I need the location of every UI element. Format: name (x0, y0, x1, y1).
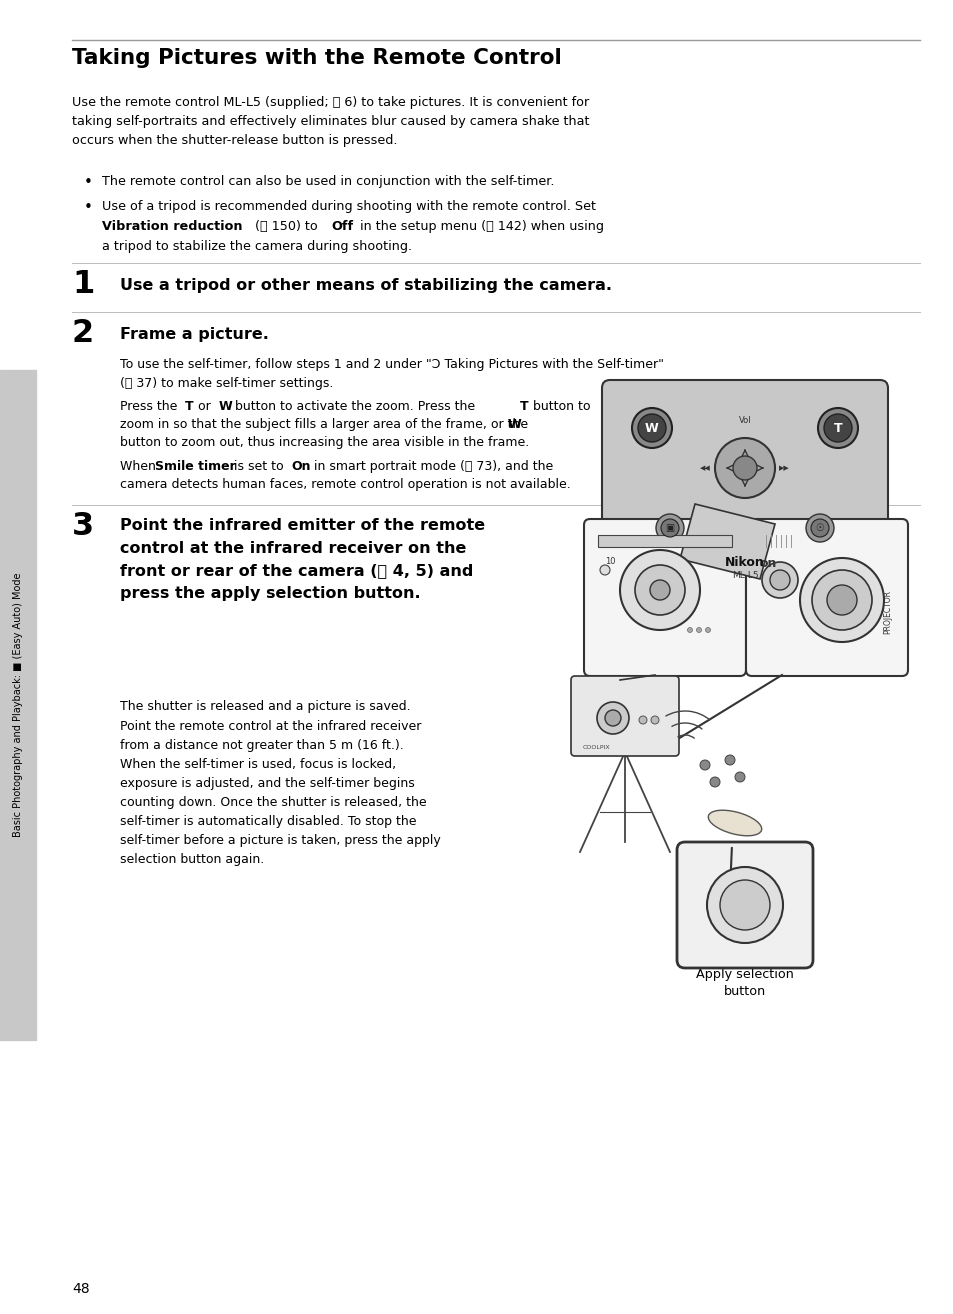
Text: Point the infrared emitter of the remote
control at the infrared receiver on the: Point the infrared emitter of the remote… (120, 518, 485, 602)
Text: ◀◀: ◀◀ (700, 465, 710, 470)
Text: W: W (644, 422, 659, 435)
Circle shape (639, 716, 646, 724)
Text: 1: 1 (71, 269, 94, 300)
Bar (598, 535, 731, 547)
Circle shape (638, 414, 665, 442)
Text: ☉: ☉ (815, 523, 823, 533)
Text: T: T (833, 422, 841, 435)
Text: or: or (193, 399, 214, 413)
Circle shape (597, 702, 628, 735)
Text: Vibration reduction: Vibration reduction (102, 219, 242, 233)
Text: camera detects human faces, remote control operation is not available.: camera detects human faces, remote contr… (120, 478, 570, 491)
FancyBboxPatch shape (745, 519, 907, 675)
FancyBboxPatch shape (601, 380, 887, 597)
Text: Point the remote control at the infrared receiver
from a distance not greater th: Point the remote control at the infrared… (120, 720, 421, 752)
Text: On: On (291, 460, 310, 473)
Circle shape (599, 565, 609, 576)
Text: Basic Photography and Playback: ■ (Easy Auto) Mode: Basic Photography and Playback: ■ (Easy … (13, 573, 23, 837)
Circle shape (656, 514, 683, 541)
Polygon shape (679, 505, 774, 579)
Circle shape (805, 514, 833, 541)
Text: in the setup menu (⧉ 142) when using: in the setup menu (⧉ 142) when using (355, 219, 603, 233)
Circle shape (761, 562, 797, 598)
FancyBboxPatch shape (583, 519, 745, 675)
Text: button to activate the zoom. Press the: button to activate the zoom. Press the (231, 399, 478, 413)
Text: Frame a picture.: Frame a picture. (120, 327, 269, 342)
Text: ML-L5: ML-L5 (731, 572, 758, 579)
FancyBboxPatch shape (677, 842, 812, 968)
Text: Press the: Press the (120, 399, 181, 413)
Circle shape (706, 867, 782, 943)
Text: 10: 10 (604, 557, 615, 566)
Text: T: T (519, 399, 528, 413)
Text: To use the self-timer, follow steps 1 and 2 under "Ɔ Taking Pictures with the Se: To use the self-timer, follow steps 1 an… (120, 357, 663, 390)
Circle shape (714, 438, 774, 498)
Circle shape (823, 414, 851, 442)
Text: Use of a tripod is recommended during shooting with the remote control. Set: Use of a tripod is recommended during sh… (102, 200, 596, 213)
Text: ▣: ▣ (664, 523, 674, 533)
Circle shape (619, 551, 700, 629)
FancyBboxPatch shape (571, 675, 679, 756)
Text: Front: Front (822, 511, 856, 524)
Circle shape (700, 759, 709, 770)
Text: Taking Pictures with the Remote Control: Taking Pictures with the Remote Control (71, 49, 561, 68)
Text: (⧉ 150) to: (⧉ 150) to (251, 219, 321, 233)
Text: on: on (760, 557, 777, 570)
Text: button to: button to (529, 399, 590, 413)
Bar (0, 371, 36, 1039)
Text: 3: 3 (71, 511, 94, 541)
Circle shape (826, 585, 856, 615)
Circle shape (631, 409, 671, 448)
Circle shape (734, 773, 744, 782)
Text: The remote control can also be used in conjunction with the self-timer.: The remote control can also be used in c… (102, 175, 554, 188)
Text: Rear: Rear (644, 511, 675, 524)
Text: Off: Off (331, 219, 353, 233)
Circle shape (649, 579, 669, 600)
Text: Vol: Vol (738, 417, 751, 424)
Circle shape (709, 777, 720, 787)
Text: 48: 48 (71, 1282, 90, 1296)
Text: T: T (185, 399, 193, 413)
Ellipse shape (707, 811, 760, 836)
Circle shape (696, 628, 700, 632)
Text: Use a tripod or other means of stabilizing the camera.: Use a tripod or other means of stabilizi… (120, 279, 612, 293)
Text: button to zoom out, thus increasing the area visible in the frame.: button to zoom out, thus increasing the … (120, 436, 529, 449)
Text: is set to: is set to (230, 460, 287, 473)
Text: Nikon: Nikon (724, 556, 764, 569)
Text: •: • (84, 175, 92, 191)
Circle shape (720, 880, 769, 930)
Text: Use the remote control ML-L5 (supplied; ⧉ 6) to take pictures. It is convenient : Use the remote control ML-L5 (supplied; … (71, 96, 589, 147)
Circle shape (604, 710, 620, 727)
Circle shape (810, 519, 828, 537)
Circle shape (769, 570, 789, 590)
Text: W: W (507, 418, 521, 431)
Circle shape (687, 628, 692, 632)
Circle shape (732, 456, 757, 480)
Text: W: W (219, 399, 233, 413)
Text: in smart portrait mode (⧉ 73), and the: in smart portrait mode (⧉ 73), and the (310, 460, 553, 473)
Text: •: • (84, 200, 92, 215)
Circle shape (660, 519, 679, 537)
Text: 2: 2 (71, 318, 94, 350)
Circle shape (811, 570, 871, 629)
Circle shape (705, 628, 710, 632)
Text: ▶▶: ▶▶ (779, 465, 789, 470)
Text: When the self-timer is used, focus is locked,
exposure is adjusted, and the self: When the self-timer is used, focus is lo… (120, 758, 440, 866)
Text: a tripod to stabilize the camera during shooting.: a tripod to stabilize the camera during … (102, 240, 412, 254)
Circle shape (817, 409, 857, 448)
Text: When: When (120, 460, 160, 473)
Circle shape (724, 756, 734, 765)
Circle shape (800, 558, 883, 643)
Circle shape (650, 716, 659, 724)
Text: The shutter is released and a picture is saved.: The shutter is released and a picture is… (120, 700, 410, 714)
Text: zoom in so that the subject fills a larger area of the frame, or the: zoom in so that the subject fills a larg… (120, 418, 532, 431)
Text: COOLPIX: COOLPIX (582, 745, 610, 750)
Text: Apply selection
button: Apply selection button (696, 968, 793, 999)
Text: Smile timer: Smile timer (154, 460, 235, 473)
Circle shape (635, 565, 684, 615)
Text: PROJECTOR: PROJECTOR (882, 590, 892, 633)
